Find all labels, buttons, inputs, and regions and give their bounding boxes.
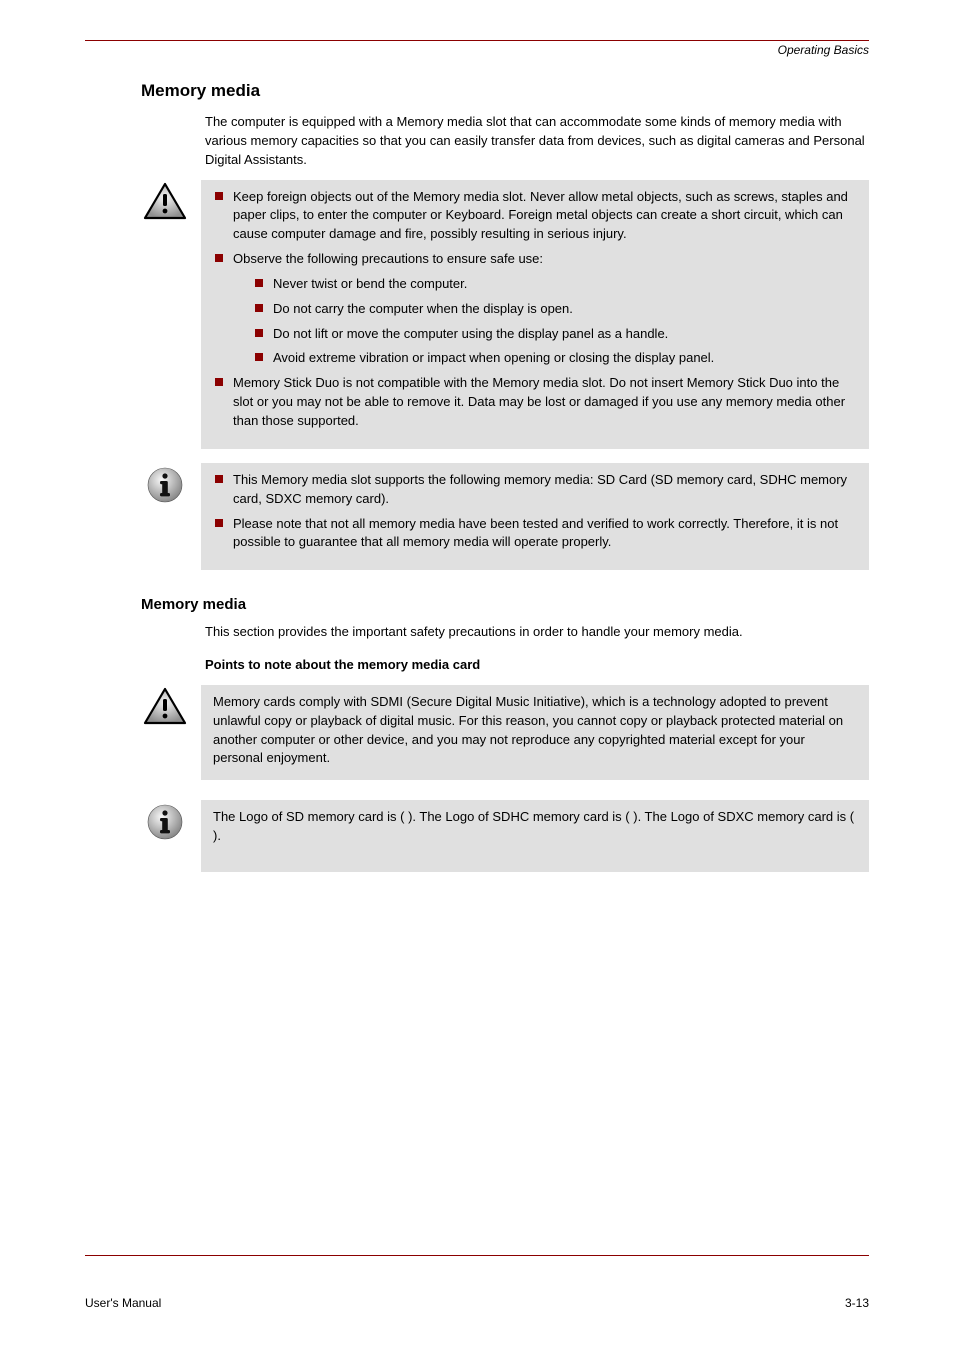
caution-body-2: Memory cards comply with SDMI (Secure Di… bbox=[201, 685, 869, 780]
caution1-item1: Observe the following precautions to ens… bbox=[213, 250, 857, 368]
caution1-item1-sub1: Do not carry the computer when the displ… bbox=[253, 300, 857, 319]
caution-notice-1: Keep foreign objects out of the Memory m… bbox=[141, 180, 869, 449]
caution1-item1-sub2: Do not lift or move the computer using t… bbox=[253, 325, 857, 344]
top-rule bbox=[85, 40, 869, 41]
info1-item1: Please note that not all memory media ha… bbox=[213, 515, 857, 553]
sub1-para: This section provides the important safe… bbox=[205, 623, 869, 642]
warning-icon bbox=[143, 687, 187, 780]
intro-paragraph: The computer is equipped with a Memory m… bbox=[205, 113, 869, 170]
warning-icon bbox=[143, 182, 187, 449]
bottom-rule bbox=[85, 1255, 869, 1256]
info-notice-2: The Logo of SD memory card is ( ). The L… bbox=[141, 800, 869, 872]
footer-right: 3-13 bbox=[845, 1296, 869, 1310]
caution-body-1: Keep foreign objects out of the Memory m… bbox=[201, 180, 869, 449]
info-body-2: The Logo of SD memory card is ( ). The L… bbox=[201, 800, 869, 872]
points-heading: Points to note about the memory media ca… bbox=[205, 656, 869, 675]
subsection-heading-1: Memory media bbox=[141, 596, 869, 613]
footer-left: User's Manual bbox=[85, 1296, 161, 1310]
info-body-1: This Memory media slot supports the foll… bbox=[201, 463, 869, 570]
caution1-item0: Keep foreign objects out of the Memory m… bbox=[213, 188, 857, 245]
section-heading: Memory media bbox=[141, 81, 869, 101]
info-icon bbox=[145, 802, 185, 872]
header-breadcrumb: Operating Basics bbox=[85, 43, 869, 57]
info-icon bbox=[145, 465, 185, 570]
caution-notice-2: Memory cards comply with SDMI (Secure Di… bbox=[141, 685, 869, 780]
info-notice-1: This Memory media slot supports the foll… bbox=[141, 463, 869, 570]
caution1-item1-sub3: Avoid extreme vibration or impact when o… bbox=[253, 349, 857, 368]
caution1-item2: Memory Stick Duo is not compatible with … bbox=[213, 374, 857, 431]
caution1-item1-sub0: Never twist or bend the computer. bbox=[253, 275, 857, 294]
info1-item0: This Memory media slot supports the foll… bbox=[213, 471, 857, 509]
